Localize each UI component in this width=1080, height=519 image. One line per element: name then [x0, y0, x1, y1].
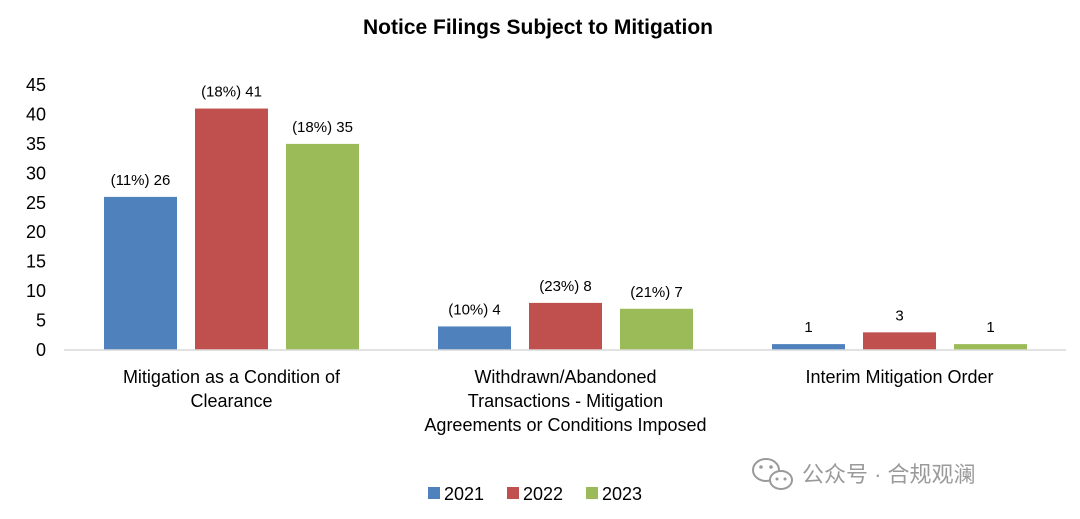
data-label: (21%) 7 [630, 284, 683, 301]
category-label: Withdrawn/Abandoned [474, 367, 656, 387]
y-tick-label: 0 [36, 340, 46, 360]
y-tick-label: 10 [26, 281, 46, 301]
y-tick-label: 45 [26, 75, 46, 95]
bar-2022-3 [863, 332, 936, 350]
watermark: 公众号 · 合规观澜 [752, 458, 976, 490]
watermark-text: 公众号 · 合规观澜 [802, 462, 976, 487]
data-label: (18%) 41 [201, 84, 262, 101]
category-label: Interim Mitigation Order [805, 367, 993, 387]
bar-2023-1 [286, 143, 359, 350]
y-tick-label: 30 [26, 163, 46, 183]
category-label: Agreements or Conditions Imposed [424, 415, 706, 435]
y-tick-label: 20 [26, 222, 46, 242]
legend-label-2021: 2021 [444, 484, 484, 504]
y-tick-label: 5 [36, 311, 46, 331]
data-label: 1 [804, 319, 812, 336]
data-label: 3 [895, 307, 903, 324]
y-axis: 0 5 10 15 20 25 30 35 40 45 [26, 75, 46, 360]
legend-swatch-2023 [586, 487, 598, 499]
bar-2023-2 [620, 308, 693, 350]
data-label: 1 [986, 319, 994, 336]
legend-swatch-2022 [507, 487, 519, 499]
category-label: Mitigation as a Condition of [123, 367, 341, 387]
chart-title: Notice Filings Subject to Mitigation [363, 16, 713, 39]
wechat-icon [752, 458, 793, 490]
bar-2022-2 [529, 302, 602, 350]
data-label: (18%) 35 [292, 119, 353, 136]
data-label: (10%) 4 [448, 301, 501, 318]
bar-2022-1 [195, 108, 268, 350]
data-label: (11%) 26 [111, 172, 171, 189]
y-tick-label: 25 [26, 193, 46, 213]
y-tick-label: 40 [26, 104, 46, 124]
legend-label-2023: 2023 [602, 484, 642, 504]
bar-2023-3 [954, 344, 1027, 350]
bar-2021-3 [772, 344, 845, 350]
category-label: Transactions - Mitigation [468, 391, 663, 411]
data-labels: (11%) 26 (10%) 4 1 (18%) 41 (23%) 8 3 (18%) 35… [111, 84, 995, 337]
legend-swatch-2021 [428, 487, 440, 499]
category-label: Clearance [190, 391, 272, 411]
bars [104, 108, 1027, 350]
x-axis-labels: Mitigation as a Condition of Clearance Wit… [123, 367, 994, 435]
legend-label-2022: 2022 [523, 484, 563, 504]
bar-2021-2 [438, 326, 511, 350]
bar-2021-1 [104, 196, 177, 350]
y-tick-label: 35 [26, 134, 46, 154]
data-label: (23%) 8 [539, 278, 592, 295]
legend: 2021 2022 2023 [428, 484, 642, 504]
y-tick-label: 15 [26, 252, 46, 272]
